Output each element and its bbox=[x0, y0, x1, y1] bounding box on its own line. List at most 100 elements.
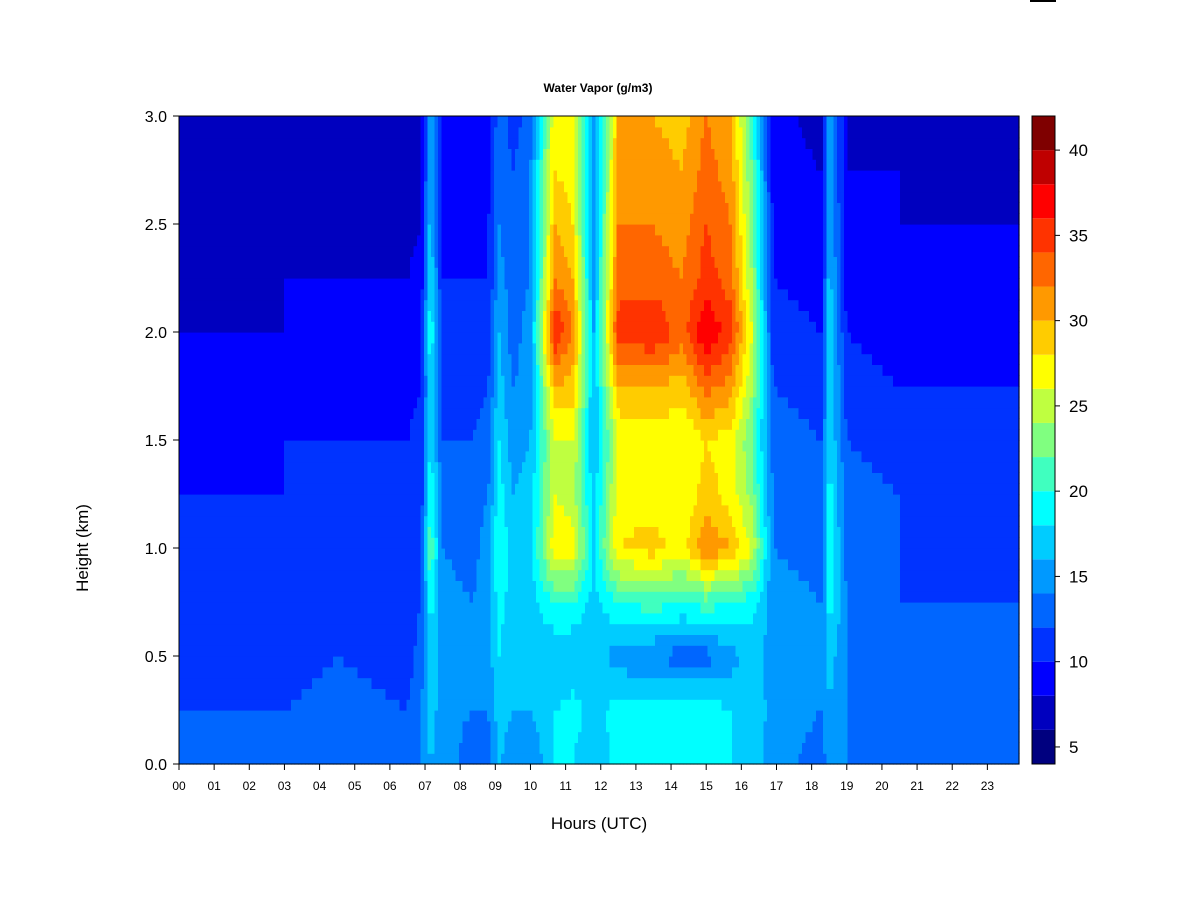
heatmap-cell bbox=[294, 191, 299, 203]
heatmap-cell bbox=[375, 699, 380, 711]
heatmap-cell bbox=[420, 612, 425, 625]
heatmap-cell bbox=[413, 310, 418, 322]
heatmap-cell bbox=[193, 375, 198, 387]
heatmap-cell bbox=[357, 580, 362, 592]
heatmap-cell bbox=[420, 364, 425, 376]
heatmap-cell bbox=[452, 321, 457, 333]
heatmap-cell bbox=[406, 148, 411, 160]
heatmap-cell bbox=[217, 461, 222, 473]
heatmap-cell bbox=[214, 440, 219, 452]
heatmap-cell bbox=[305, 688, 310, 700]
heatmap-cell bbox=[270, 288, 275, 301]
heatmap-cell bbox=[179, 548, 184, 560]
heatmap-cell bbox=[203, 116, 208, 128]
heatmap-cell bbox=[368, 364, 373, 376]
heatmap-cell bbox=[382, 191, 387, 203]
heatmap-cell bbox=[182, 558, 187, 571]
heatmap-cell bbox=[336, 731, 341, 743]
heatmap-cell bbox=[434, 591, 439, 603]
heatmap-cell bbox=[410, 688, 415, 700]
heatmap-cell bbox=[259, 353, 264, 365]
heatmap-cell bbox=[343, 148, 348, 160]
heatmap-cell bbox=[238, 429, 243, 441]
heatmap-cell bbox=[396, 677, 401, 689]
heatmap-cell bbox=[392, 137, 397, 149]
heatmap-cell bbox=[280, 504, 285, 517]
heatmap-cell bbox=[179, 396, 184, 409]
heatmap-cell bbox=[385, 170, 390, 182]
heatmap-cell bbox=[193, 515, 198, 527]
heatmap-cell bbox=[445, 353, 450, 365]
heatmap-cell bbox=[375, 126, 380, 139]
heatmap-cell bbox=[378, 116, 383, 128]
heatmap-cell bbox=[357, 332, 362, 344]
heatmap-cell bbox=[252, 450, 257, 463]
heatmap-cell bbox=[466, 126, 471, 139]
heatmap-cell bbox=[301, 310, 306, 322]
heatmap-cell bbox=[396, 450, 401, 463]
heatmap-cell bbox=[406, 202, 411, 214]
heatmap-cell bbox=[217, 645, 222, 657]
heatmap-cell bbox=[340, 429, 345, 441]
heatmap-cell bbox=[350, 461, 355, 473]
heatmap-cell bbox=[322, 699, 327, 711]
heatmap-cell bbox=[263, 213, 268, 225]
heatmap-cell bbox=[385, 515, 390, 527]
heatmap-cell bbox=[361, 666, 366, 679]
heatmap-cell bbox=[466, 364, 471, 376]
heatmap-cell bbox=[434, 472, 439, 484]
heatmap-cell bbox=[266, 234, 271, 247]
heatmap-cell bbox=[315, 580, 320, 592]
heatmap-cell bbox=[350, 332, 355, 344]
heatmap-cell bbox=[263, 504, 268, 517]
heatmap-cell bbox=[438, 591, 443, 603]
heatmap-cell bbox=[333, 504, 338, 517]
heatmap-cell bbox=[371, 245, 376, 257]
heatmap-cell bbox=[179, 375, 184, 387]
heatmap-cell bbox=[322, 256, 327, 268]
heatmap-cell bbox=[305, 483, 310, 495]
heatmap-cell bbox=[326, 202, 331, 214]
heatmap-cell bbox=[294, 202, 299, 214]
heatmap-cell bbox=[441, 666, 446, 679]
heatmap-cell bbox=[375, 731, 380, 743]
heatmap-cell bbox=[410, 256, 415, 268]
heatmap-cell bbox=[217, 148, 222, 160]
heatmap-cell bbox=[182, 245, 187, 257]
heatmap-cell bbox=[375, 688, 380, 700]
heatmap-cell bbox=[189, 710, 194, 722]
heatmap-cell bbox=[326, 526, 331, 538]
heatmap-cell bbox=[249, 753, 254, 765]
heatmap-cell bbox=[207, 688, 212, 700]
heatmap-cell bbox=[315, 688, 320, 700]
heatmap-cell bbox=[445, 548, 450, 560]
heatmap-cell bbox=[368, 159, 373, 171]
heatmap-cell bbox=[410, 645, 415, 657]
heatmap-cell bbox=[280, 440, 285, 452]
heatmap-cell bbox=[315, 450, 320, 463]
heatmap-cell bbox=[224, 710, 229, 722]
heatmap-cell bbox=[263, 645, 268, 657]
heatmap-cell bbox=[382, 170, 387, 182]
heatmap-cell bbox=[364, 710, 369, 722]
heatmap-cell bbox=[396, 461, 401, 473]
heatmap-cell bbox=[466, 278, 471, 290]
heatmap-cell bbox=[396, 364, 401, 376]
heatmap-cell bbox=[224, 310, 229, 322]
heatmap-cell bbox=[308, 634, 313, 646]
heatmap-cell bbox=[200, 332, 205, 344]
heatmap-cell bbox=[343, 202, 348, 214]
heatmap-cell bbox=[228, 483, 233, 495]
heatmap-cell bbox=[259, 634, 264, 646]
heatmap-cell bbox=[361, 191, 366, 203]
heatmap-cell bbox=[350, 267, 355, 279]
heatmap-cell bbox=[445, 375, 450, 387]
heatmap-cell bbox=[326, 418, 331, 430]
heatmap-cell bbox=[441, 137, 446, 149]
heatmap-cell bbox=[427, 461, 432, 473]
heatmap-cell bbox=[420, 299, 425, 311]
heatmap-cell bbox=[315, 364, 320, 376]
heatmap-cell bbox=[340, 494, 345, 506]
heatmap-cell bbox=[294, 504, 299, 517]
heatmap-cell bbox=[441, 634, 446, 646]
